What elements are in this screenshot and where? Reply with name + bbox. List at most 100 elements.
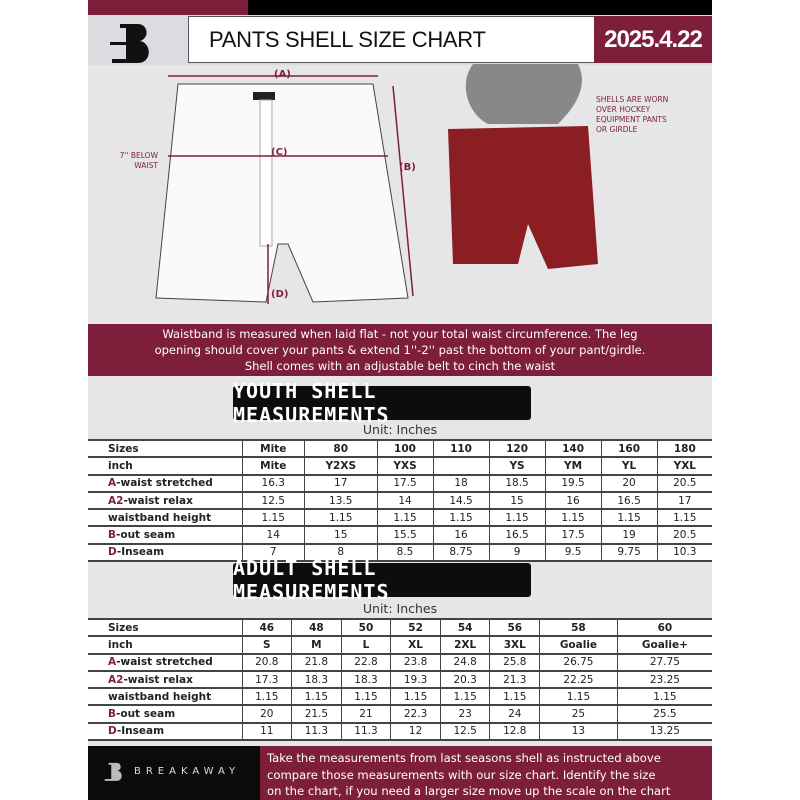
measurement-diagram: (A) (C) (B) (D) 7'' BELOW WAIST SHELLS A… <box>88 64 712 324</box>
top-accent-bar <box>88 0 248 15</box>
label-a: (A) <box>274 69 291 80</box>
table-cell: YS <box>488 457 546 476</box>
table-cell: 140 <box>544 438 602 459</box>
row-label-text: -waist stretched <box>116 477 213 490</box>
table-cell: 22.3 <box>390 705 441 724</box>
table-cell: 12.5 <box>241 491 305 511</box>
table-cell: 9.75 <box>600 543 658 563</box>
shorts-diagram <box>155 64 598 304</box>
measurement-marker: B <box>108 708 117 721</box>
table-cell: M <box>291 636 342 655</box>
table-cell: 26.75 <box>539 653 618 672</box>
table-cell: 8.75 <box>432 543 490 563</box>
table-cell: 27.75 <box>616 653 712 672</box>
table-cell: 12 <box>390 722 441 742</box>
table-cell: 17.5 <box>376 474 434 493</box>
table-cell: 15 <box>488 491 546 511</box>
table-cell: 12.5 <box>439 722 490 742</box>
row-label: D-Inseam <box>88 722 242 742</box>
table-cell: 18.3 <box>340 670 391 690</box>
table-cell: 24.8 <box>439 653 490 672</box>
table-cell: XL <box>390 636 441 655</box>
table-cell: 12.8 <box>489 722 540 742</box>
measurement-marker: A2 <box>108 673 124 686</box>
label-c: (C) <box>271 147 288 158</box>
table-row: B-out seam 14 15 15.5 16 16.5 17.5 19 20.5 <box>88 526 712 545</box>
row-label: inch <box>88 636 242 655</box>
table-cell: 15.5 <box>376 526 434 545</box>
table-cell: 18.3 <box>291 670 342 690</box>
table-cell: 13.5 <box>303 491 377 511</box>
table-cell: 1.15 <box>291 688 342 707</box>
row-label-text: Sizes <box>108 442 139 455</box>
table-cell: 1.15 <box>241 509 305 528</box>
table-cell: L <box>340 636 391 655</box>
footer-line: Take the measurements from last seasons … <box>267 751 661 765</box>
table-row: inch Mite Y2XS YXS YS YM YL YXL <box>88 457 712 476</box>
brand-name: BREAKAWAY <box>134 766 241 777</box>
table-cell: 110 <box>432 438 490 459</box>
youth-size-table: Sizes Mite 80 100 110 120 140 160 180 inch Mite Y2X… <box>88 438 712 563</box>
table-row: inch S M L XL 2XL 3XL Goalie Goalie+ <box>88 636 712 655</box>
table-cell: 13 <box>539 722 618 742</box>
table-cell: 80 <box>303 438 377 459</box>
table-cell: 1.15 <box>390 688 441 707</box>
table-row: B-out seam 20 21.5 21 22.3 23 24 25 25.5 <box>88 705 712 724</box>
row-label: A2-waist relax <box>88 670 242 690</box>
table-cell: 16.5 <box>600 491 658 511</box>
table-row: waistband height 1.15 1.15 1.15 1.15 1.15 1.15… <box>88 688 712 707</box>
row-label: Sizes <box>88 617 242 638</box>
table-cell: 3XL <box>489 636 540 655</box>
row-label-text: -waist relax <box>123 494 193 507</box>
footer-line: on the chart, if you need a larger size … <box>267 784 671 798</box>
row-label-text: inch <box>108 459 133 472</box>
table-cell: 25.8 <box>489 653 540 672</box>
table-row: waistband height 1.15 1.15 1.15 1.15 1.15 1.15… <box>88 509 712 528</box>
footer-line: compare those measurements with our size… <box>267 767 656 782</box>
row-label: A2-waist relax <box>88 491 242 511</box>
table-cell: 11 <box>241 722 292 742</box>
table-cell: 11.3 <box>291 722 342 742</box>
row-label: D-Inseam <box>88 543 242 563</box>
table-cell: 20.3 <box>439 670 490 690</box>
table-cell <box>432 457 490 476</box>
date-badge: 2025.4.22 <box>594 16 712 63</box>
row-label-text: -waist relax <box>123 673 193 686</box>
table-cell: 1.15 <box>656 509 712 528</box>
table-cell: 21.5 <box>291 705 342 724</box>
table-cell: 17.5 <box>544 526 602 545</box>
table-cell: Y2XS <box>303 457 377 476</box>
table-cell: 14 <box>241 526 305 545</box>
table-cell: 1.15 <box>616 688 712 707</box>
measurement-banner: Waistband is measured when laid flat - n… <box>88 324 712 376</box>
table-cell: 22.25 <box>539 670 618 690</box>
row-label: waistband height <box>88 688 242 707</box>
row-label: waistband height <box>88 509 242 528</box>
table-cell: 54 <box>439 617 490 638</box>
row-label: B-out seam <box>88 705 242 724</box>
table-cell: 20 <box>600 474 658 493</box>
table-cell: 25 <box>539 705 618 724</box>
table-row: A2-waist relax 12.5 13.5 14 14.5 15 16 16.5 17 <box>88 491 712 511</box>
measurement-marker: D <box>108 546 117 559</box>
table-cell: 180 <box>656 438 712 459</box>
page-title: PANTS SHELL SIZE CHART <box>188 16 595 63</box>
label-b: (B) <box>399 162 416 173</box>
table-cell: 16.3 <box>241 474 305 493</box>
table-cell: 1.15 <box>340 688 391 707</box>
table-cell: 25.5 <box>616 705 712 724</box>
measurement-marker: D <box>108 725 117 738</box>
table-cell: 24 <box>489 705 540 724</box>
table-cell: 22.8 <box>340 653 391 672</box>
table-cell: 8.5 <box>376 543 434 563</box>
table-cell: 18 <box>432 474 490 493</box>
table-cell: 17.3 <box>241 670 292 690</box>
table-cell: Goalie+ <box>616 636 712 655</box>
table-cell: 160 <box>600 438 658 459</box>
table-cell: 11.3 <box>340 722 391 742</box>
table-cell: 20 <box>241 705 292 724</box>
table-cell: YM <box>544 457 602 476</box>
table-cell: 17 <box>303 474 377 493</box>
table-row: A-waist stretched 16.3 17 17.5 18 18.5 19.5 20 2… <box>88 474 712 493</box>
table-row: A-waist stretched 20.8 21.8 22.8 23.8 24.8 25.… <box>88 653 712 672</box>
